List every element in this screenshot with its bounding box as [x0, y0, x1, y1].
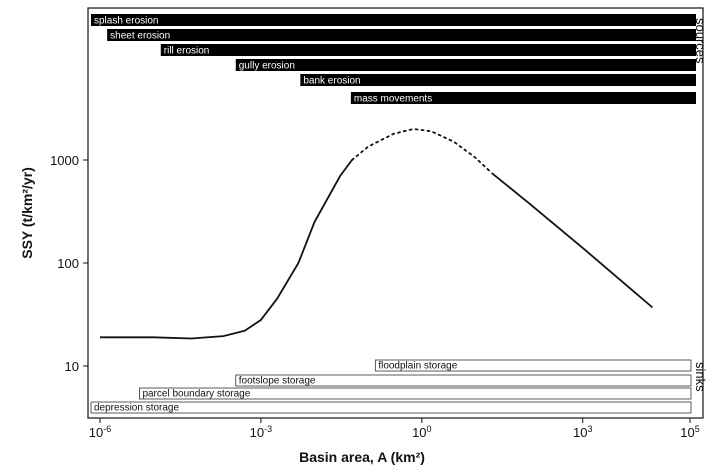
y-axis-ticks: 10 100 1000: [50, 153, 88, 374]
y-tick-label: 1000: [50, 153, 79, 168]
source-bar-label: splash erosion: [94, 16, 158, 27]
sink-bar: [235, 374, 692, 387]
source-bar-label: rill erosion: [164, 46, 210, 57]
y-tick-label: 10: [65, 359, 79, 374]
x-tick-label: 105: [680, 424, 699, 440]
x-axis-ticks: 10-6 10-3 100 103 105: [89, 418, 700, 440]
sink-bar: [90, 401, 692, 414]
series-line: [491, 172, 654, 309]
source-bar: [160, 44, 696, 56]
sink-bar-label: depression storage: [94, 403, 179, 414]
x-tick-label: 10-3: [250, 424, 272, 440]
sink-bar: [374, 359, 692, 372]
series-line: [351, 128, 493, 174]
sink-bars: floodplain storage footslope storage parce…: [90, 359, 692, 414]
sinks-side-label: sinks: [693, 362, 708, 392]
source-bar: [300, 74, 696, 86]
source-bar: [107, 29, 696, 41]
y-tick-label: 100: [57, 256, 79, 271]
source-bar: [235, 59, 696, 71]
source-bar: [350, 92, 696, 104]
source-bar-label: bank erosion: [303, 76, 360, 87]
x-tick-label: 103: [573, 424, 592, 440]
x-tick-label: 10-6: [89, 424, 111, 440]
source-bar-label: gully erosion: [239, 61, 295, 72]
source-bar-label: sheet erosion: [110, 31, 170, 42]
plot-frame: [87, 7, 704, 419]
sink-bar-label: footslope storage: [239, 376, 316, 387]
source-bars: splash erosion sheet erosion rill erosion g…: [91, 14, 696, 105]
source-bar-label: mass movements: [354, 94, 432, 105]
x-axis-title: Basin area, A (km²): [299, 449, 425, 465]
series-line: [100, 159, 353, 340]
source-bar: [91, 14, 696, 26]
y-axis-title: SSY (t/km²/yr): [19, 167, 35, 259]
sink-bar: [139, 387, 692, 400]
sink-bar-label: parcel boundary storage: [142, 389, 250, 400]
x-tick-label: 100: [412, 424, 431, 440]
series-lines: [100, 128, 654, 340]
sources-side-label: sources: [693, 18, 708, 64]
sink-bar-label: floodplain storage: [378, 361, 457, 372]
